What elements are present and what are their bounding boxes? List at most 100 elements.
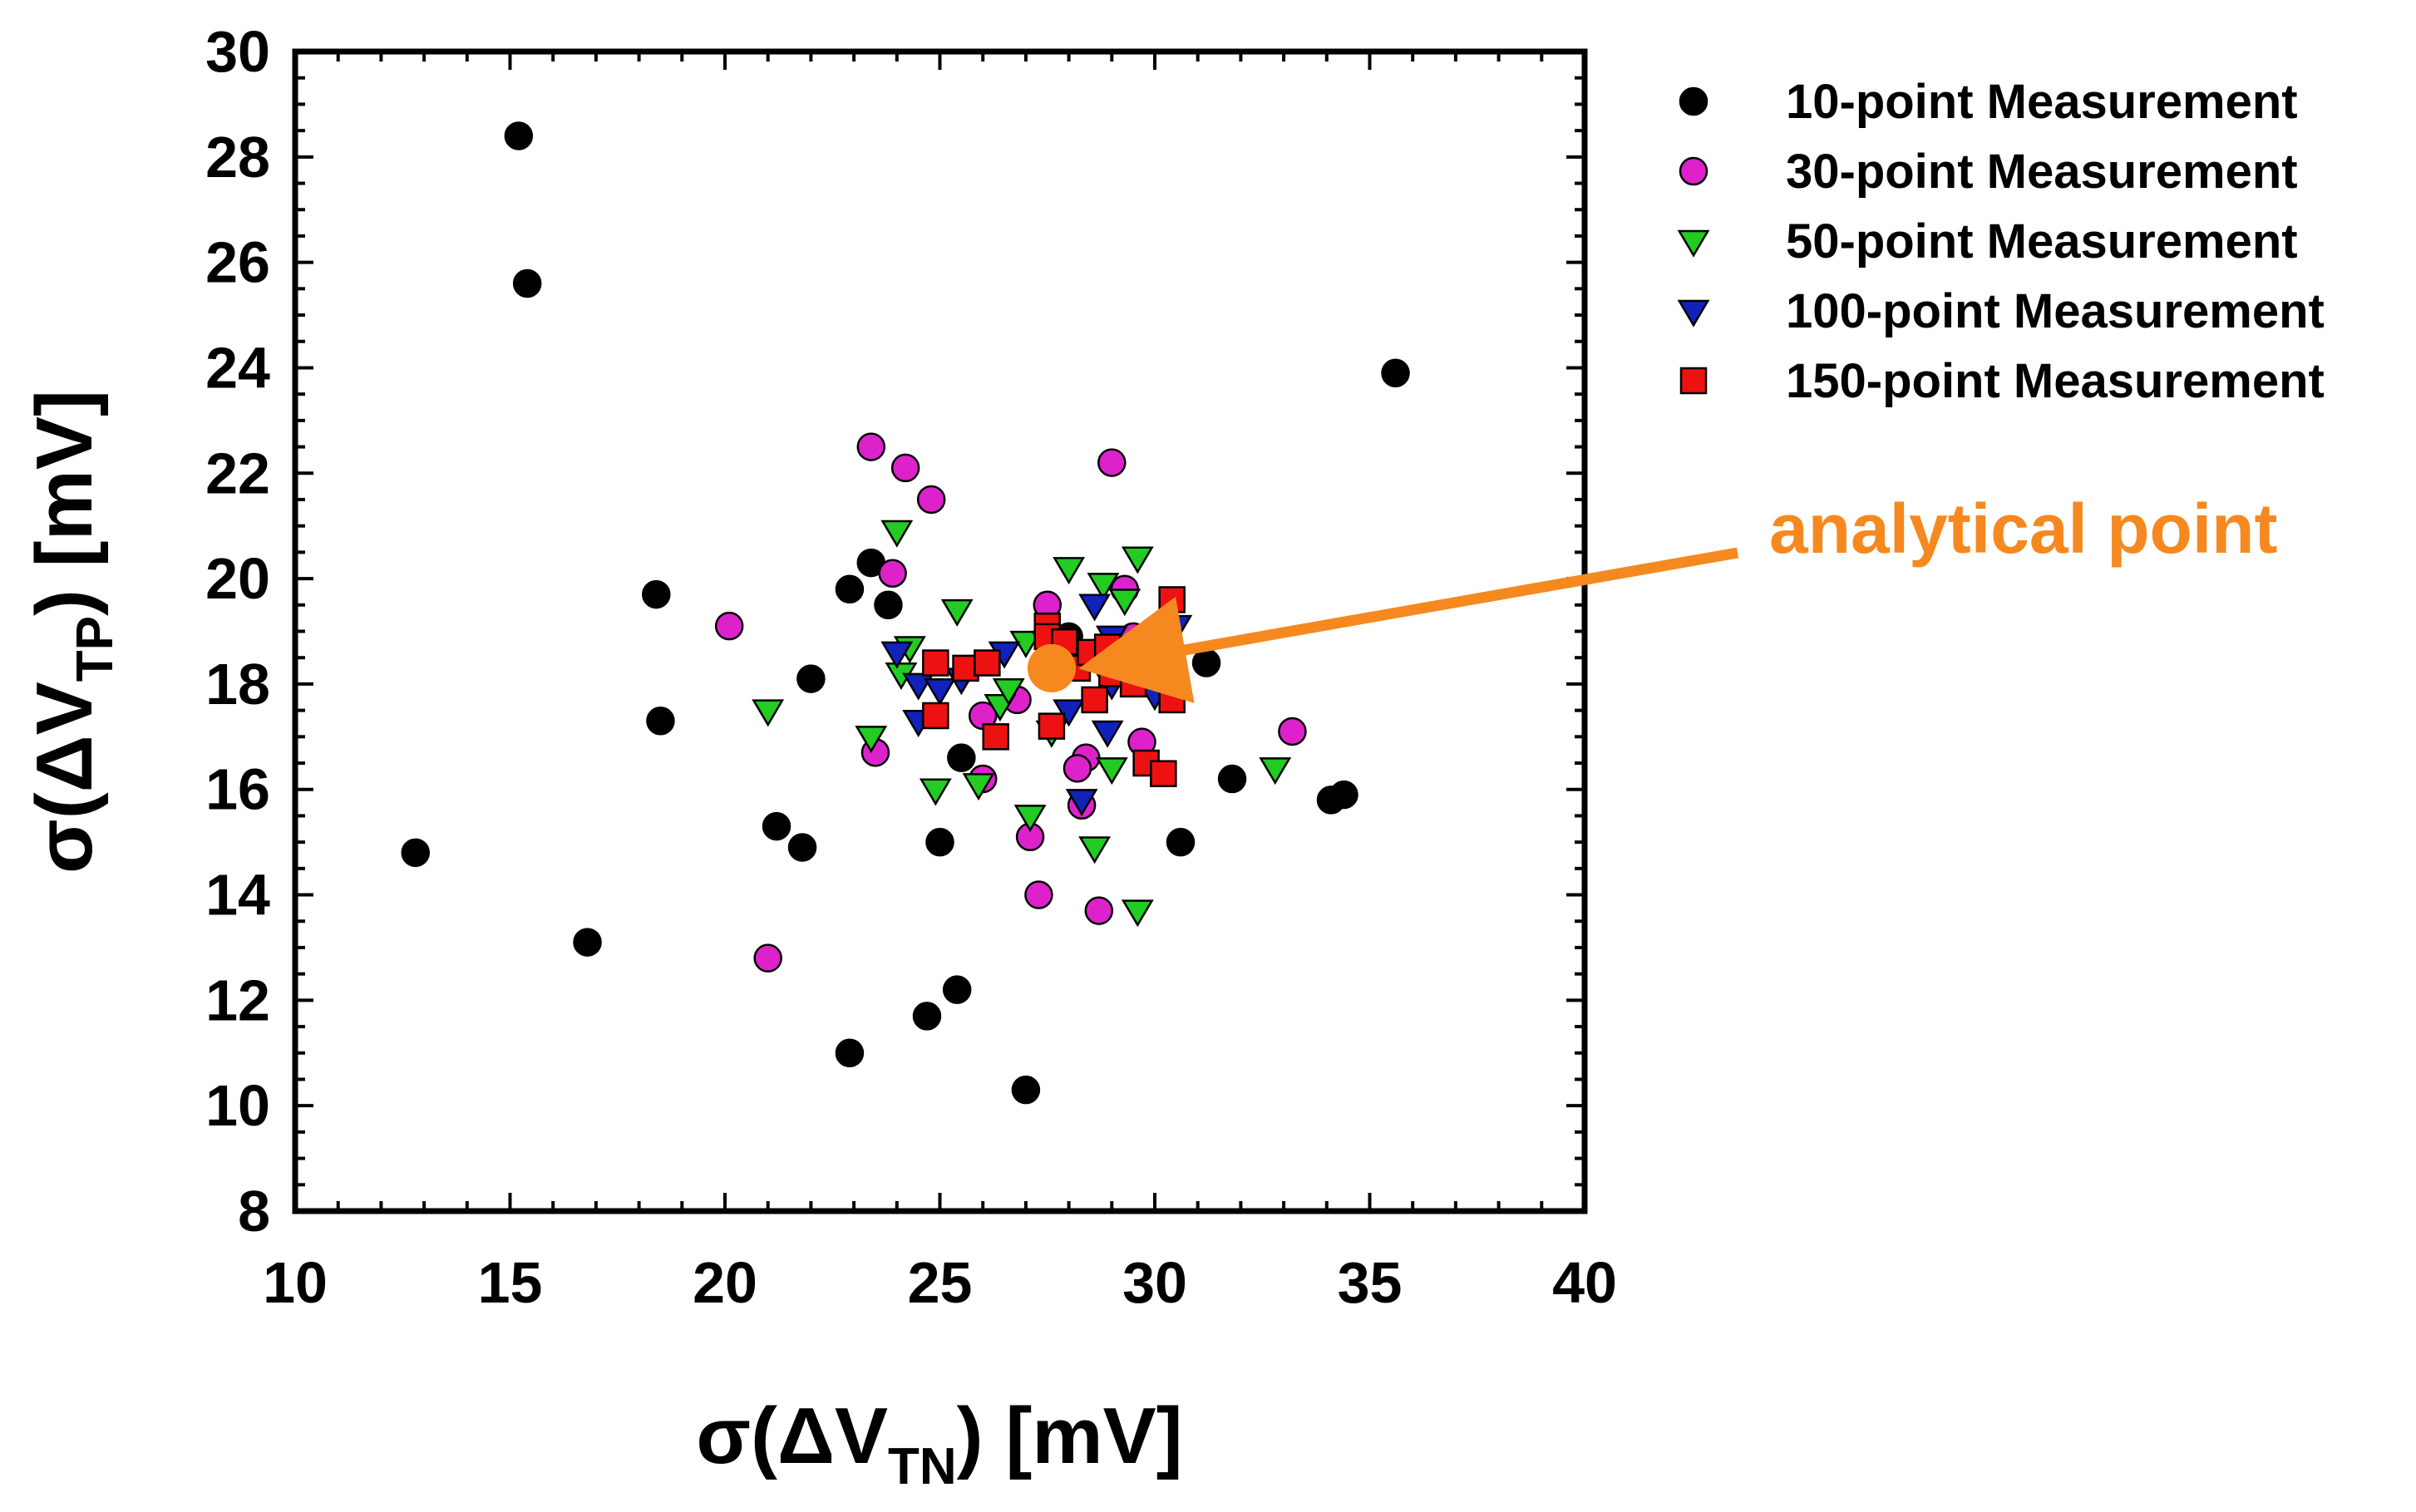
y-tick-label: 10 bbox=[205, 1073, 270, 1138]
data-point bbox=[1078, 593, 1112, 622]
data-point bbox=[916, 485, 946, 515]
data-point bbox=[982, 723, 1009, 751]
data-point bbox=[1166, 827, 1196, 857]
analytical-point-label: analytical point bbox=[1769, 490, 2277, 568]
data-point bbox=[1093, 633, 1122, 661]
data-point bbox=[1150, 760, 1177, 787]
data-point bbox=[942, 975, 972, 1004]
legend-swatch bbox=[1679, 86, 1708, 116]
data-point bbox=[992, 678, 1025, 706]
data-point bbox=[856, 432, 886, 461]
data-point bbox=[880, 641, 914, 669]
data-point bbox=[787, 833, 817, 862]
data-point bbox=[1024, 880, 1053, 909]
legend-label: 150-point Measurement bbox=[1786, 354, 2325, 408]
legend-label: 50-point Measurement bbox=[1786, 214, 2298, 268]
data-point bbox=[753, 943, 782, 973]
data-point bbox=[1084, 896, 1114, 925]
data-point bbox=[1013, 805, 1047, 833]
legend-item: 50-point Measurement bbox=[1677, 214, 2298, 268]
x-tick-label: 10 bbox=[263, 1250, 328, 1315]
data-point bbox=[940, 598, 974, 627]
data-point bbox=[947, 743, 976, 772]
y-tick-label: 12 bbox=[205, 968, 270, 1032]
data-point bbox=[512, 268, 542, 298]
data-point bbox=[1217, 764, 1247, 794]
data-point bbox=[1158, 586, 1186, 613]
data-point bbox=[1087, 573, 1120, 601]
axis-ticks bbox=[293, 50, 1586, 1213]
x-tick-label: 30 bbox=[1122, 1250, 1187, 1315]
legend-item: 150-point Measurement bbox=[1679, 354, 2325, 408]
legend-swatch bbox=[1679, 156, 1708, 186]
data-point bbox=[504, 121, 534, 150]
y-tick-label: 22 bbox=[205, 441, 270, 505]
data-point bbox=[1081, 686, 1108, 714]
data-point bbox=[1158, 686, 1186, 714]
data-point bbox=[646, 707, 675, 736]
data-point bbox=[1038, 712, 1066, 740]
data-point bbox=[401, 838, 431, 868]
data-point bbox=[1063, 754, 1092, 783]
data-point bbox=[1160, 614, 1193, 643]
data-point bbox=[1119, 670, 1147, 698]
data-point bbox=[912, 1002, 942, 1031]
legend-item: 10-point Measurement bbox=[1679, 75, 2298, 129]
data-point bbox=[855, 726, 888, 754]
data-point bbox=[1259, 757, 1292, 786]
x-tick-label: 15 bbox=[478, 1250, 543, 1315]
x-tick-label: 20 bbox=[693, 1250, 757, 1315]
data-point bbox=[922, 702, 949, 730]
analytical-point-annotation: analytical point bbox=[1027, 490, 2277, 703]
plot-points bbox=[401, 121, 1410, 1105]
data-point bbox=[874, 590, 903, 620]
data-point bbox=[1095, 757, 1128, 786]
legend-swatch bbox=[1677, 299, 1710, 328]
data-point bbox=[924, 678, 956, 706]
data-point bbox=[890, 453, 920, 483]
data-point bbox=[796, 664, 826, 693]
legend-item: 30-point Measurement bbox=[1679, 145, 2298, 199]
y-tick-label: 26 bbox=[205, 230, 270, 295]
data-point bbox=[835, 1038, 865, 1068]
data-point bbox=[752, 699, 785, 727]
data-point bbox=[962, 773, 995, 801]
legend-label: 10-point Measurement bbox=[1786, 75, 2298, 129]
y-tick-label: 8 bbox=[238, 1179, 270, 1244]
data-point bbox=[1065, 789, 1098, 817]
x-tick-label: 40 bbox=[1552, 1250, 1617, 1315]
data-point bbox=[1142, 657, 1176, 685]
x-tick-label: 35 bbox=[1338, 1250, 1403, 1315]
data-point bbox=[922, 649, 949, 677]
legend-swatch bbox=[1679, 367, 1708, 395]
data-point bbox=[1078, 836, 1112, 864]
y-tick-label: 30 bbox=[205, 19, 270, 84]
data-point bbox=[925, 827, 954, 857]
analytical-point-marker bbox=[1027, 643, 1076, 692]
legend-item: 100-point Measurement bbox=[1677, 284, 2325, 338]
data-point bbox=[919, 778, 952, 806]
data-point bbox=[1011, 1075, 1041, 1105]
legend-label: 30-point Measurement bbox=[1786, 145, 2298, 199]
data-point bbox=[1329, 780, 1358, 810]
data-point bbox=[1121, 546, 1154, 574]
data-point bbox=[1191, 648, 1221, 677]
y-axis-label: σ(ΔVTP) [mV] bbox=[20, 390, 124, 874]
legend-swatch bbox=[1677, 229, 1710, 258]
data-point bbox=[1381, 358, 1410, 388]
y-tick-label: 16 bbox=[205, 757, 270, 822]
y-tick-labels: 8 10 12 14 16 18 20 22 24 26 28 30 bbox=[205, 19, 270, 1244]
data-point bbox=[573, 928, 602, 957]
series-3 bbox=[752, 520, 1292, 928]
data-point bbox=[642, 579, 671, 609]
y-tick-label: 14 bbox=[205, 863, 270, 928]
y-tick-label: 18 bbox=[205, 652, 270, 717]
data-point bbox=[714, 611, 744, 641]
data-point bbox=[880, 520, 914, 548]
data-point bbox=[762, 811, 791, 841]
data-point bbox=[1091, 720, 1124, 748]
x-tick-label: 25 bbox=[908, 1250, 973, 1315]
data-point bbox=[1108, 589, 1141, 617]
data-point bbox=[1097, 448, 1127, 477]
